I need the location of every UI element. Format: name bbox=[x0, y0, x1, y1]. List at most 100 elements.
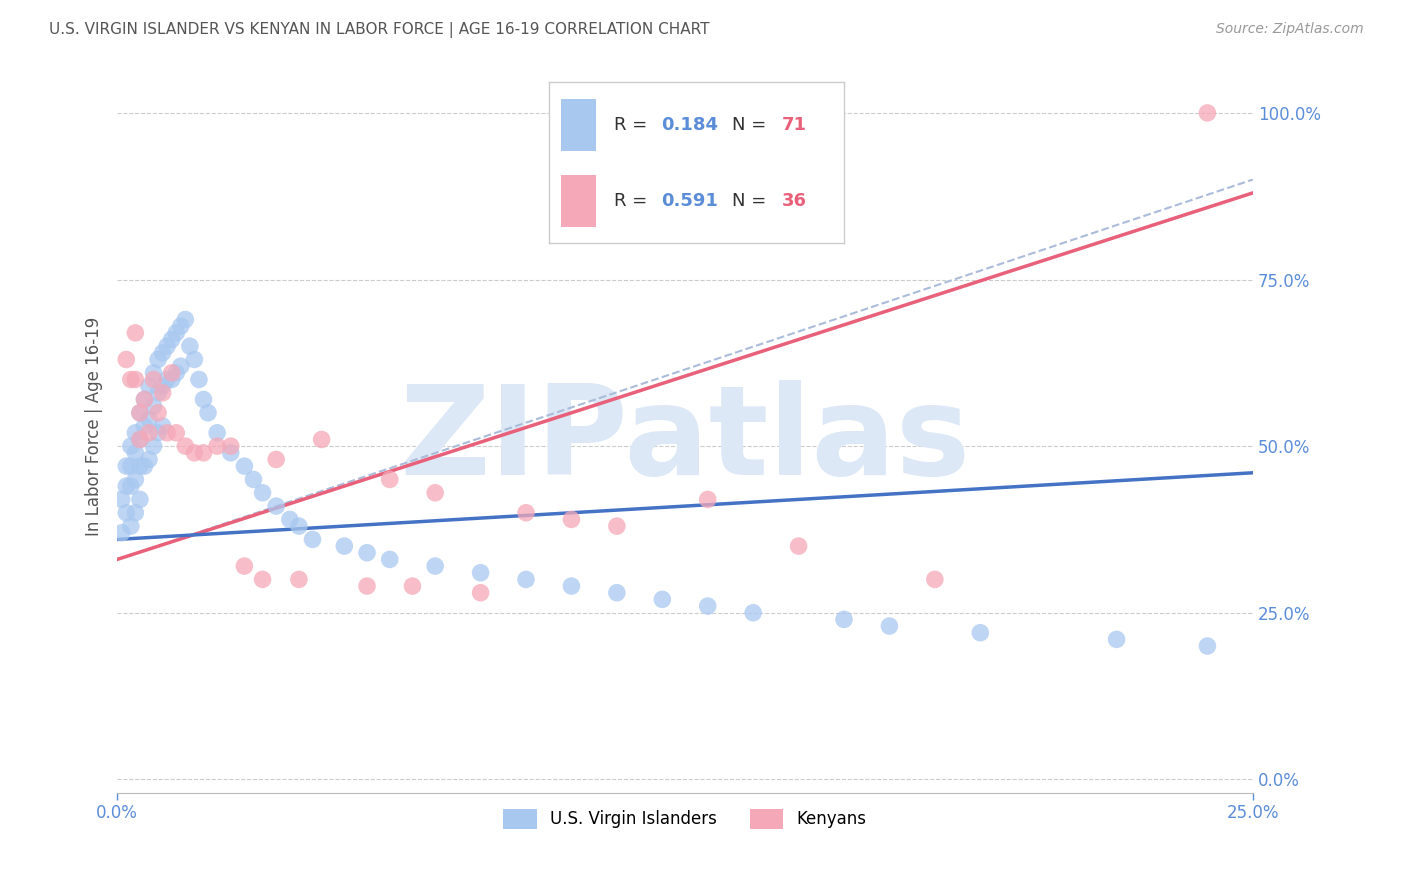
Point bbox=[138, 425, 160, 440]
Point bbox=[264, 499, 287, 513]
Point bbox=[515, 506, 537, 520]
Point bbox=[378, 472, 401, 486]
Point bbox=[193, 392, 215, 407]
Point bbox=[1197, 639, 1219, 653]
Point bbox=[138, 412, 160, 426]
Point bbox=[606, 585, 628, 599]
Point bbox=[152, 419, 174, 434]
Point bbox=[288, 573, 311, 587]
Point bbox=[111, 525, 134, 540]
Point bbox=[425, 559, 447, 574]
Text: Source: ZipAtlas.com: Source: ZipAtlas.com bbox=[1216, 22, 1364, 37]
Point bbox=[515, 573, 537, 587]
Point bbox=[170, 359, 193, 373]
Point bbox=[124, 425, 146, 440]
Point bbox=[134, 459, 156, 474]
Point bbox=[560, 512, 582, 526]
Point bbox=[120, 372, 142, 386]
Point bbox=[142, 366, 165, 380]
Point bbox=[124, 446, 146, 460]
Point bbox=[205, 439, 228, 453]
Point bbox=[146, 406, 169, 420]
Point bbox=[174, 312, 197, 326]
Point bbox=[560, 579, 582, 593]
Point bbox=[832, 612, 855, 626]
Point bbox=[219, 446, 242, 460]
Point bbox=[219, 439, 242, 453]
Point bbox=[160, 366, 183, 380]
Point bbox=[111, 492, 134, 507]
Point bbox=[124, 472, 146, 486]
Point bbox=[115, 479, 138, 493]
Point bbox=[742, 606, 765, 620]
Point bbox=[146, 385, 169, 400]
Point bbox=[134, 419, 156, 434]
Point bbox=[470, 566, 492, 580]
Point bbox=[301, 533, 323, 547]
Point bbox=[134, 392, 156, 407]
Point bbox=[170, 319, 193, 334]
Point bbox=[120, 479, 142, 493]
Point bbox=[197, 406, 219, 420]
Point bbox=[1105, 632, 1128, 647]
Point bbox=[120, 439, 142, 453]
Point bbox=[242, 472, 264, 486]
Point bbox=[115, 506, 138, 520]
Legend: U.S. Virgin Islanders, Kenyans: U.S. Virgin Islanders, Kenyans bbox=[496, 802, 873, 836]
Point bbox=[115, 459, 138, 474]
Y-axis label: In Labor Force | Age 16-19: In Labor Force | Age 16-19 bbox=[86, 317, 103, 536]
Point bbox=[193, 446, 215, 460]
Point bbox=[183, 352, 205, 367]
Point bbox=[205, 425, 228, 440]
Point bbox=[606, 519, 628, 533]
Point bbox=[146, 352, 169, 367]
Point bbox=[174, 439, 197, 453]
Point bbox=[969, 625, 991, 640]
Point bbox=[142, 372, 165, 386]
Point bbox=[470, 585, 492, 599]
Point bbox=[124, 372, 146, 386]
Point bbox=[1197, 106, 1219, 120]
Point bbox=[142, 439, 165, 453]
Point bbox=[924, 573, 946, 587]
Point bbox=[152, 385, 174, 400]
Point bbox=[183, 446, 205, 460]
Point bbox=[311, 433, 333, 447]
Point bbox=[333, 539, 356, 553]
Point bbox=[120, 459, 142, 474]
Point bbox=[356, 546, 378, 560]
Point bbox=[129, 459, 152, 474]
Point bbox=[233, 459, 256, 474]
Point bbox=[787, 539, 810, 553]
Point bbox=[252, 573, 274, 587]
Point bbox=[252, 485, 274, 500]
Point bbox=[129, 492, 152, 507]
Point bbox=[160, 372, 183, 386]
Point bbox=[165, 366, 187, 380]
Text: ZIPatlas: ZIPatlas bbox=[399, 380, 970, 501]
Point bbox=[651, 592, 673, 607]
Point bbox=[124, 326, 146, 340]
Point bbox=[401, 579, 423, 593]
Point bbox=[146, 425, 169, 440]
Point bbox=[129, 406, 152, 420]
Point bbox=[138, 452, 160, 467]
Point bbox=[179, 339, 201, 353]
Text: U.S. VIRGIN ISLANDER VS KENYAN IN LABOR FORCE | AGE 16-19 CORRELATION CHART: U.S. VIRGIN ISLANDER VS KENYAN IN LABOR … bbox=[49, 22, 710, 38]
Point bbox=[278, 512, 301, 526]
Point bbox=[156, 425, 179, 440]
Point bbox=[129, 433, 152, 447]
Point bbox=[120, 519, 142, 533]
Point bbox=[696, 599, 718, 613]
Point bbox=[115, 352, 138, 367]
Point bbox=[142, 399, 165, 413]
Point bbox=[188, 372, 211, 386]
Point bbox=[696, 492, 718, 507]
Point bbox=[378, 552, 401, 566]
Point bbox=[879, 619, 901, 633]
Point bbox=[160, 333, 183, 347]
Point bbox=[165, 326, 187, 340]
Point bbox=[129, 406, 152, 420]
Point bbox=[233, 559, 256, 574]
Point bbox=[152, 346, 174, 360]
